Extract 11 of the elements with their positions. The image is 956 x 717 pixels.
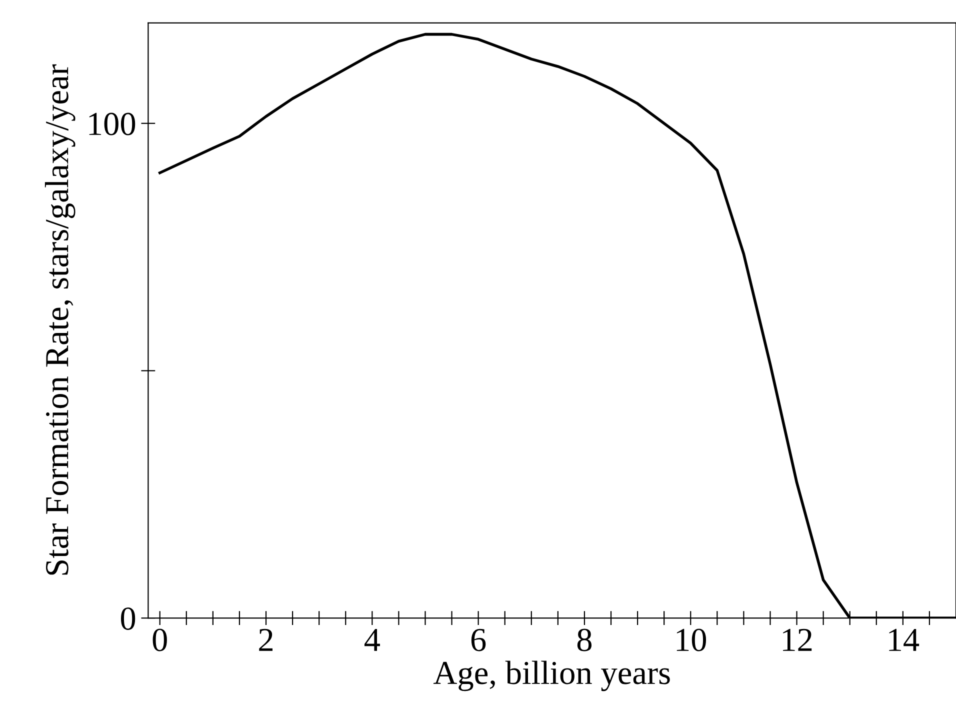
x-tick-label: 0 bbox=[152, 628, 167, 652]
x-tick-label: 2 bbox=[259, 628, 273, 651]
x-tick-label: 10 bbox=[676, 628, 706, 652]
x-tick-label: 14 bbox=[889, 628, 920, 651]
x-tick-label: 6 bbox=[471, 628, 486, 652]
x-tick-label: 8 bbox=[577, 628, 592, 652]
x-tick-label: 4 bbox=[364, 628, 380, 651]
y-tick-label: 100 bbox=[89, 112, 136, 136]
x-axis-title: Age, billion years bbox=[433, 660, 670, 692]
y-axis-title: Star Formation Rate, stars/galaxy/year bbox=[44, 64, 76, 575]
x-tick-label: 12 bbox=[783, 628, 812, 651]
